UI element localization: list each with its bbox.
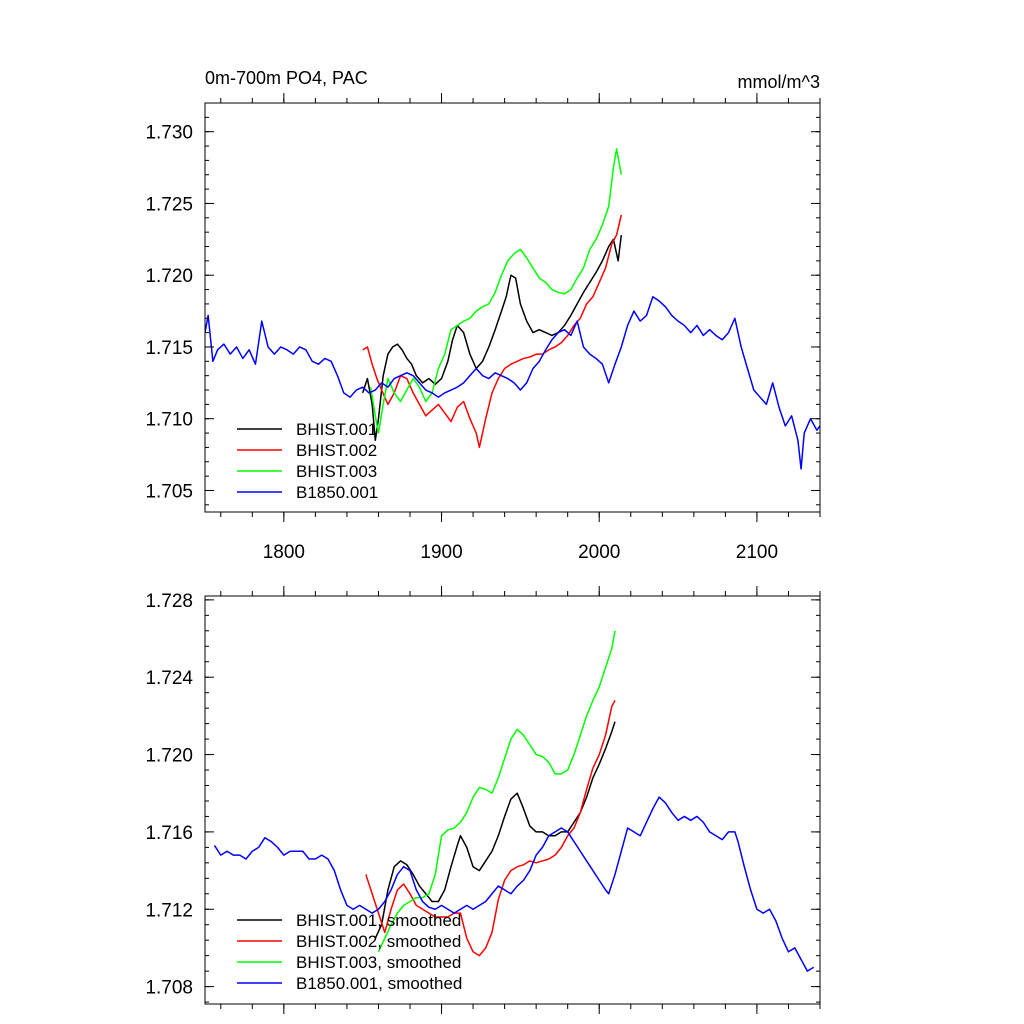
legend-label: BHIST.002	[296, 441, 377, 460]
panel-title-left: 0m-700m PO4, PAC	[205, 68, 368, 88]
legend: BHIST.001 BHIST.002 BHIST.003 B1850.001	[237, 420, 378, 502]
legend: BHIST.001, smoothed BHIST.002, smoothed BH…	[237, 911, 462, 993]
series-group	[213, 630, 815, 972]
x-tick-label: 2000	[578, 542, 620, 563]
y-tick-label: 1.730	[145, 123, 193, 144]
series-line-bhist-002	[362, 214, 623, 449]
y-tick-label: 1.720	[145, 266, 193, 287]
series-line-bhist-003-smoothed	[377, 630, 616, 953]
x-tick-label: 1800	[263, 542, 305, 563]
y-tick-label: 1.708	[145, 978, 193, 999]
bottom-panel: 1.708 1.712 1.716 1.720 1.724 1.728 BHIST.001,…	[145, 586, 821, 1014]
y-tick-label: 1.716	[145, 823, 193, 844]
x-tick-label: 1900	[420, 542, 462, 563]
legend-label: B1850.001	[296, 483, 378, 502]
y-tick-label: 1.720	[145, 746, 193, 767]
series-line-bhist-002-smoothed	[365, 700, 616, 957]
legend-label: BHIST.003, smoothed	[296, 953, 461, 972]
series-line-b1850-001-smoothed	[213, 796, 815, 972]
y-tick-label: 1.712	[145, 900, 193, 921]
legend-label: B1850.001, smoothed	[296, 974, 462, 993]
y-tick-label: 1.705	[145, 481, 193, 502]
legend-label: BHIST.003	[296, 462, 377, 481]
legend-label: BHIST.001	[296, 420, 377, 439]
x-tick-label: 2100	[736, 542, 778, 563]
series-line-bhist-003	[369, 148, 623, 434]
panel-units-label: mmol/m^3	[738, 72, 820, 92]
series-line-bhist-001	[361, 234, 623, 441]
series-line-b1850-001	[205, 295, 820, 470]
y-tick-label: 1.728	[145, 591, 193, 612]
legend-label: BHIST.002, smoothed	[296, 932, 461, 951]
y-tick-label: 1.715	[145, 338, 193, 359]
series-group	[205, 148, 820, 470]
series-line-bhist-001-smoothed	[374, 721, 616, 939]
legend-label: BHIST.001, smoothed	[296, 911, 461, 930]
y-tick-label: 1.724	[145, 668, 193, 689]
top-panel: 0m-700m PO4, PAC mmol/m^3 1.705 1.710 1.71…	[145, 68, 821, 563]
plot-frame	[204, 102, 821, 513]
y-tick-label: 1.710	[145, 410, 193, 431]
plot-frame	[204, 595, 821, 1005]
y-tick-label: 1.725	[145, 194, 193, 215]
